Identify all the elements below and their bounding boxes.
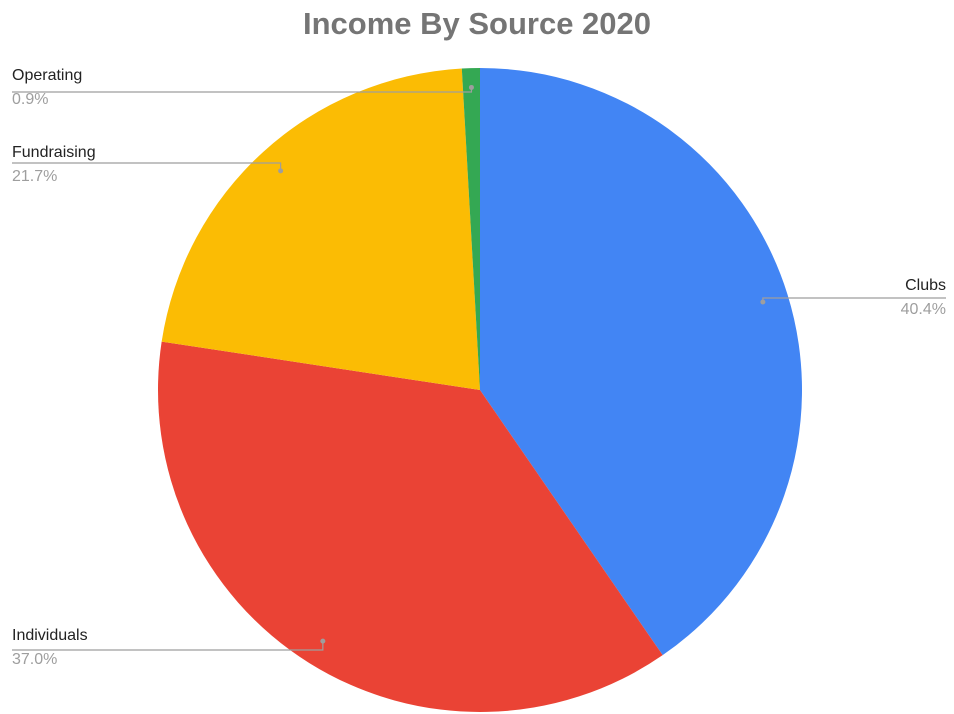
pie-slice-operating (461, 68, 480, 390)
slice-pct-clubs: 40.4% (901, 301, 946, 318)
callout-line-individuals (12, 641, 324, 651)
slice-label-fundraising: Fundraising (12, 144, 96, 161)
chart-title: Income By Source 2020 (302, 6, 652, 41)
pie-slice-clubs (480, 68, 802, 656)
slice-label-clubs: Clubs (905, 277, 946, 294)
callout-line-fundraising (12, 162, 282, 171)
slice-label-operating: Operating (12, 67, 82, 84)
slice-label-individuals: Individuals (12, 627, 88, 644)
slice-pct-operating: 0.9% (12, 91, 48, 108)
pie-slice-fundraising (161, 68, 480, 390)
slice-pct-fundraising: 21.7% (12, 168, 57, 185)
callout-line-clubs (762, 297, 946, 303)
slice-pct-individuals: 37.0% (12, 651, 57, 668)
pie-slice-individuals (158, 341, 663, 712)
callout-line-operating (12, 87, 473, 93)
